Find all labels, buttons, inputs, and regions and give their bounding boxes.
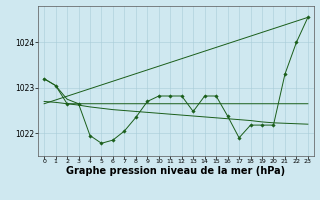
X-axis label: Graphe pression niveau de la mer (hPa): Graphe pression niveau de la mer (hPa) — [67, 166, 285, 176]
